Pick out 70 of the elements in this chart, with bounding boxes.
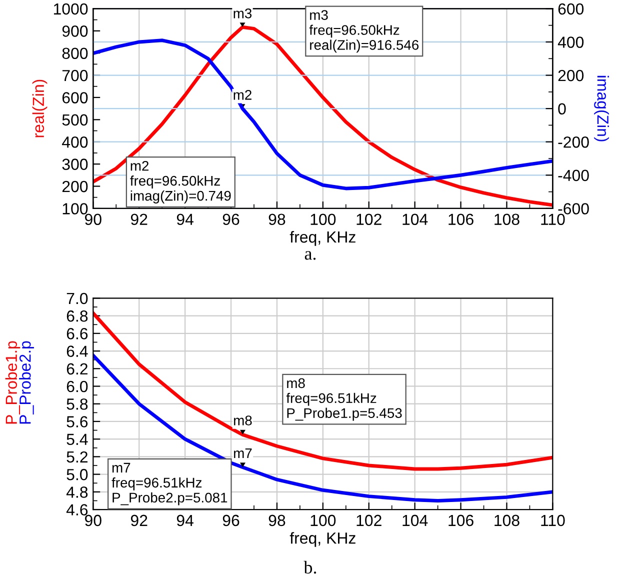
- x-tick-label: 94: [176, 514, 194, 526]
- y2-tick-label: 600: [558, 3, 584, 15]
- y-tick-label: 5.0: [66, 468, 88, 480]
- y-tick-label: 300: [62, 158, 88, 170]
- x-tick-label: 104: [402, 514, 428, 526]
- text: b.: [304, 560, 316, 574]
- y-tick-label: 4.8: [66, 486, 88, 498]
- y-tick-label: 200: [62, 180, 88, 192]
- x-axis-title: freq, KHz: [290, 532, 356, 547]
- x-tick-label: 94: [176, 214, 194, 226]
- y-tick-label: 700: [62, 70, 88, 82]
- line-series: [93, 311, 553, 471]
- annotation: m8: [234, 416, 252, 426]
- y-tick-label: 600: [62, 92, 88, 104]
- x-tick-label: 106: [448, 514, 474, 526]
- y-axis-title: real(Zin): [32, 80, 48, 138]
- annotation: m7 freq=96.51kHz P_Probe2.p=5.081: [112, 462, 228, 506]
- annotation: m2 freq=96.50kHz imag(Zin)=0.749: [130, 160, 231, 204]
- y-tick-label: 400: [62, 136, 88, 148]
- x-tick-label: 108: [494, 214, 520, 226]
- y-tick-label: 6.6: [66, 328, 88, 340]
- annotation: m3 freq=96.50kHz real(Zin)=916.546: [309, 10, 419, 53]
- y2-axis-title: imag(Zin): [594, 76, 609, 142]
- y2-tick-label: 400: [558, 36, 584, 48]
- y-tick-label: 6.4: [66, 346, 88, 357]
- y2-tick-label: 200: [558, 70, 584, 82]
- y-tick-label: 100: [62, 203, 88, 214]
- y-tick-label: 5.4: [66, 434, 88, 446]
- x-tick-label: 106: [448, 214, 474, 226]
- y2-tick-label: 0: [558, 103, 566, 115]
- y-tick-label: 5.8: [66, 398, 88, 410]
- x-tick-label: 96: [222, 514, 240, 526]
- y2-tick-label: -200: [558, 136, 589, 148]
- x-tick-label: 108: [494, 514, 520, 526]
- y-tick-label: 900: [62, 26, 88, 37]
- annotation: m8 freq=96.51kHz P_Probe1.p=5.453: [286, 378, 402, 421]
- y-tick-label: 7.0: [66, 292, 88, 304]
- y-tick-label: 4.6: [66, 504, 88, 516]
- y2-tick-label: -600: [558, 203, 589, 214]
- x-tick-label: 92: [130, 514, 148, 526]
- x-tick-label: 90: [85, 514, 102, 526]
- text: P_Probe2.p: [19, 341, 34, 424]
- x-tick-label: 100: [310, 514, 336, 526]
- y-tick-label: 1000: [54, 3, 88, 15]
- y-tick-label: 6.0: [66, 380, 88, 392]
- text: a.: [304, 251, 316, 260]
- y-tick-label: 800: [62, 48, 88, 60]
- y-tick-label: 5.2: [66, 451, 88, 463]
- x-tick-label: 98: [268, 214, 286, 226]
- x-tick-label: 102: [356, 214, 382, 226]
- x-tick-label: 110: [541, 214, 565, 226]
- text: P_Probe1.p: [5, 341, 20, 424]
- line-series: [93, 38, 553, 190]
- x-tick-label: 98: [268, 514, 286, 526]
- x-tick-label: 100: [310, 214, 336, 226]
- x-tick-label: 96: [222, 214, 240, 226]
- y-tick-label: 500: [62, 114, 88, 126]
- annotation: m2: [234, 90, 252, 100]
- y2-tick-label: -400: [558, 170, 589, 182]
- x-axis-title: freq, KHz: [290, 230, 356, 246]
- x-tick-label: 102: [356, 514, 382, 526]
- x-tick-label: 104: [402, 214, 428, 226]
- y-tick-label: 5.6: [66, 416, 88, 428]
- x-tick-label: 110: [541, 514, 565, 526]
- y-tick-label: 6.8: [66, 310, 88, 322]
- y-tick-label: 6.2: [66, 363, 88, 375]
- annotation: m3: [234, 8, 252, 18]
- x-tick-label: 90: [85, 214, 102, 226]
- x-tick-label: 92: [130, 214, 148, 226]
- annotation: m7: [234, 448, 252, 458]
